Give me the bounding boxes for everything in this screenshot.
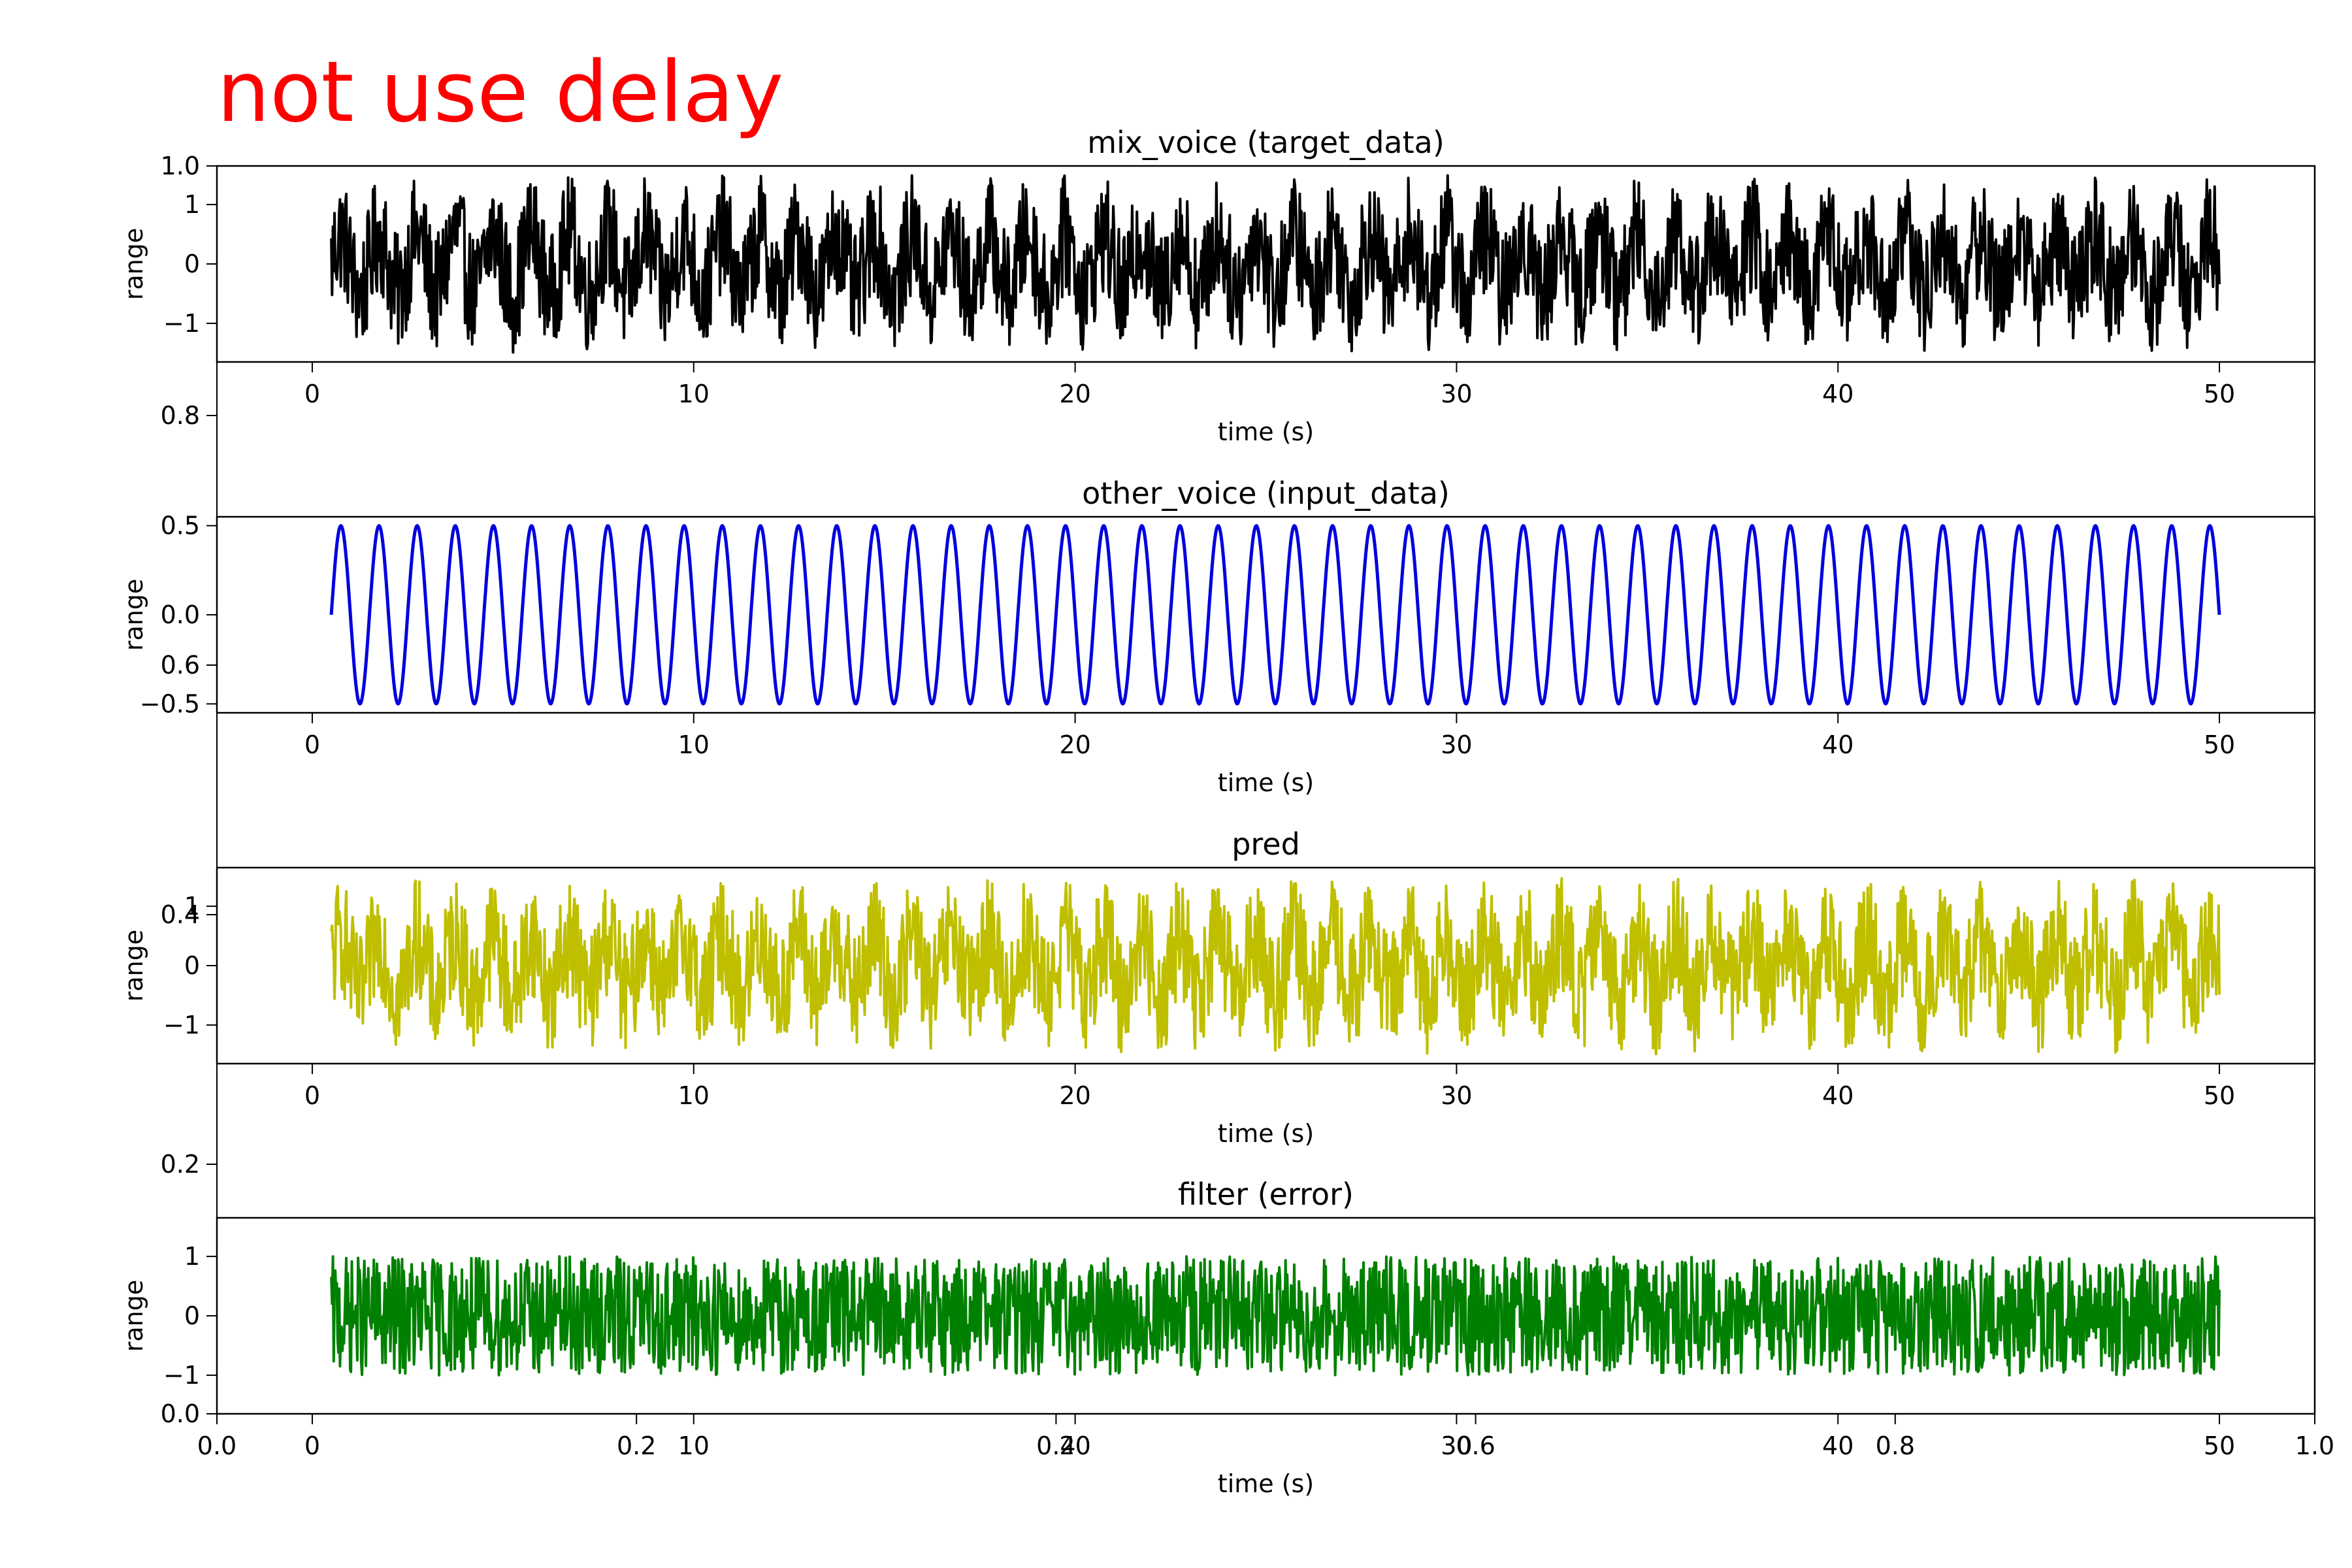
xtick-label: 10 xyxy=(678,380,710,408)
background-ytick-label: 1.0 xyxy=(161,152,200,180)
xtick-label: 10 xyxy=(678,730,710,759)
xtick-label: 10 xyxy=(678,1081,710,1110)
xtick-label: 30 xyxy=(1441,1431,1472,1460)
x-axis-label: time (s) xyxy=(1218,1469,1314,1498)
xtick-label: 20 xyxy=(1059,730,1090,759)
series-line xyxy=(330,1255,2221,1377)
xtick-label: 40 xyxy=(1822,380,1854,408)
xtick-label: 30 xyxy=(1441,1081,1472,1110)
background-ytick-label: 0.6 xyxy=(161,651,200,679)
background-ytick-label: 0.2 xyxy=(161,1150,200,1179)
ytick-label: 1 xyxy=(184,190,200,219)
xtick-label: 50 xyxy=(2204,730,2235,759)
ytick-label: −0.5 xyxy=(140,689,200,718)
series-line xyxy=(330,174,2221,354)
subplot-title: other_voice (input_data) xyxy=(1082,476,1450,511)
xtick-label: 20 xyxy=(1059,1431,1090,1460)
xtick-label: 40 xyxy=(1822,1081,1854,1110)
ytick-label: −1 xyxy=(163,309,200,338)
xtick-label: 0 xyxy=(304,1081,320,1110)
figure-suptitle: not use delay xyxy=(217,44,784,141)
ytick-label: 0 xyxy=(184,951,200,980)
background-xtick-label: 0.2 xyxy=(617,1431,656,1460)
ytick-label: 1 xyxy=(184,1242,200,1271)
subplot-1: 0 10 20 30 40 50 −1 0 1 mix_voice (target_data)ti… xyxy=(120,125,2316,446)
ytick-label: 0.0 xyxy=(161,600,200,629)
xtick-label: 50 xyxy=(2204,1081,2235,1110)
x-axis-label: time (s) xyxy=(1218,1119,1314,1148)
xtick-label: 50 xyxy=(2204,1431,2235,1460)
ytick-label: −1 xyxy=(163,1361,200,1390)
xtick-label: 0 xyxy=(304,380,320,408)
ytick-label: 0.5 xyxy=(161,512,200,540)
subplot-title: filter (error) xyxy=(1178,1177,1354,1212)
y-axis-label: range xyxy=(120,228,148,301)
series-line xyxy=(329,524,2221,706)
xtick-label: 0 xyxy=(304,730,320,759)
xtick-label: 40 xyxy=(1822,730,1854,759)
ytick-label: 1 xyxy=(184,892,200,921)
xtick-label: 30 xyxy=(1441,380,1472,408)
background-xtick-label: 0.0 xyxy=(197,1431,237,1460)
background-xtick-label: 0.6 xyxy=(1456,1431,1495,1460)
background-xtick-label: 0.4 xyxy=(1036,1431,1075,1460)
background-xtick-label: 0.8 xyxy=(1876,1431,1915,1460)
background-ytick-label: 0.0 xyxy=(161,1399,200,1428)
xtick-label: 0 xyxy=(304,1431,320,1460)
x-axis-label: time (s) xyxy=(1218,768,1314,797)
background-xtick-label: 1.0 xyxy=(2295,1431,2334,1460)
ytick-label: 0 xyxy=(184,250,200,278)
subplot-title: mix_voice (target_data) xyxy=(1087,125,1445,160)
y-axis-label: range xyxy=(120,1280,148,1352)
subplot-3: 0 10 20 30 40 50 −1 0 1 pred time (s) range xyxy=(120,826,2316,1148)
background-ytick-label: 0.8 xyxy=(161,401,200,430)
xtick-label: 40 xyxy=(1822,1431,1854,1460)
subplot-title: pred xyxy=(1232,826,1300,862)
series-line xyxy=(330,877,2221,1056)
xtick-label: 20 xyxy=(1059,1081,1090,1110)
ytick-label: −1 xyxy=(163,1011,200,1039)
y-axis-label: range xyxy=(120,930,148,1002)
xtick-label: 30 xyxy=(1441,730,1472,759)
subplot-4: 0 10 20 30 40 50 −1 0 1 filter (error) time (s) ran… xyxy=(120,1177,2316,1498)
y-axis-label: range xyxy=(120,579,148,651)
x-axis-label: time (s) xyxy=(1218,417,1314,446)
xtick-label: 10 xyxy=(678,1431,710,1460)
xtick-label: 50 xyxy=(2204,380,2235,408)
background-ytick-label: 0.4 xyxy=(161,900,200,929)
ytick-label: 0 xyxy=(184,1301,200,1330)
subplot-2: 0 10 20 30 40 50 −0.5 0.0 0.5 other_voice (input_… xyxy=(120,476,2316,797)
xtick-label: 20 xyxy=(1059,380,1090,408)
